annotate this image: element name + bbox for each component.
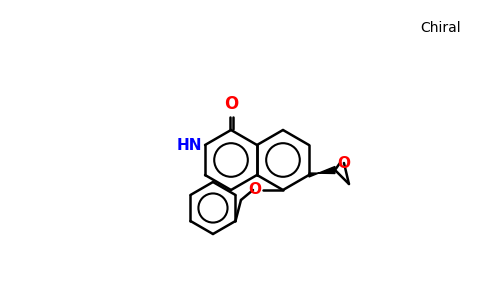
Polygon shape bbox=[309, 167, 335, 177]
Text: O: O bbox=[248, 182, 261, 197]
Text: Chiral: Chiral bbox=[420, 21, 461, 35]
Text: O: O bbox=[224, 95, 238, 113]
Text: HN: HN bbox=[177, 137, 202, 152]
Text: O: O bbox=[337, 155, 350, 170]
